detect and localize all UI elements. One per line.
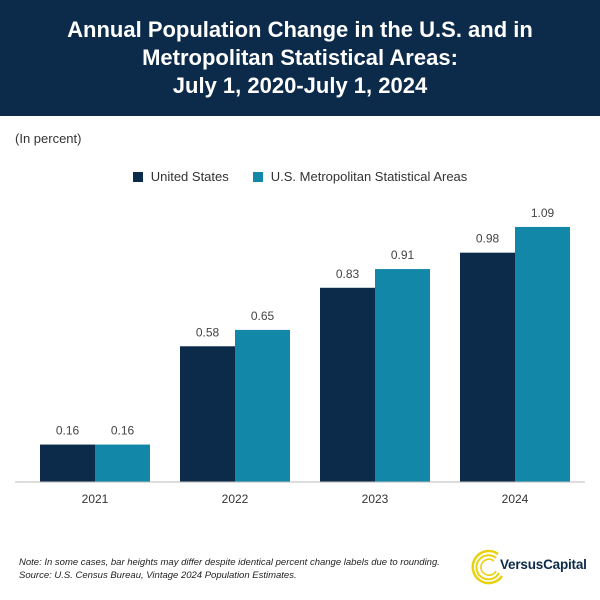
legend-label: United States [150, 169, 229, 184]
x-tick-label: 2022 [222, 492, 249, 506]
logo-mark-icon [471, 549, 504, 585]
header-banner: Annual Population Change in the U.S. and… [0, 0, 600, 116]
data-label: 0.91 [391, 248, 415, 262]
legend-swatch-metro-areas [252, 171, 263, 182]
data-label: 0.16 [111, 424, 135, 438]
x-tick-label: 2021 [82, 492, 109, 506]
data-label: 0.83 [336, 267, 360, 281]
chart-title-line: Annual Population Change in the U.S. and… [67, 17, 533, 42]
chart-title-line: July 1, 2020-July 1, 2024 [172, 73, 428, 98]
bar-metro-areas-2021 [95, 444, 150, 482]
legend-item-metro-areas: U.S. Metropolitan Statistical Areas [252, 169, 468, 184]
bar-metro-areas-2022 [235, 329, 290, 482]
bar-united-states-2024 [460, 252, 515, 482]
chart-title-line: Metropolitan Statistical Areas: [142, 45, 458, 70]
data-label: 1.09 [531, 206, 555, 220]
data-label: 0.65 [251, 309, 275, 323]
footer-source-text: Source: U.S. Census Bureau, Vintage 2024… [19, 570, 297, 581]
legend-item-united-states: United States [132, 169, 229, 184]
legend-label: U.S. Metropolitan Statistical Areas [270, 169, 468, 184]
bar-metro-areas-2024 [515, 226, 570, 482]
bar-chart: 0.16 0.16 2021 0.58 0.65 2022 0.83 0.91 2023 0.98… [15, 206, 585, 506]
data-label: 0.16 [56, 424, 80, 438]
footer-note: Note: In some cases, bar heights may dif… [19, 556, 440, 582]
data-label: 0.58 [196, 325, 220, 339]
x-tick-label: 2024 [502, 492, 529, 506]
footer-note-text: Note: In some cases, bar heights may dif… [19, 557, 440, 568]
bar-united-states-2022 [180, 346, 235, 482]
chart-legend: United States U.S. Metropolitan Statisti… [0, 169, 600, 184]
x-tick-label: 2023 [362, 492, 389, 506]
legend-swatch-united-states [132, 171, 143, 182]
versus-capital-logo: VersusCapital [468, 540, 592, 590]
bar-united-states-2023 [320, 287, 375, 482]
bar-united-states-2021 [40, 444, 95, 482]
chart-title: Annual Population Change in the U.S. and… [20, 16, 580, 100]
bar-metro-areas-2023 [375, 269, 430, 482]
logo-text: VersusCapital [500, 557, 587, 572]
unit-label: (In percent) [15, 131, 82, 146]
data-label: 0.98 [476, 232, 500, 246]
